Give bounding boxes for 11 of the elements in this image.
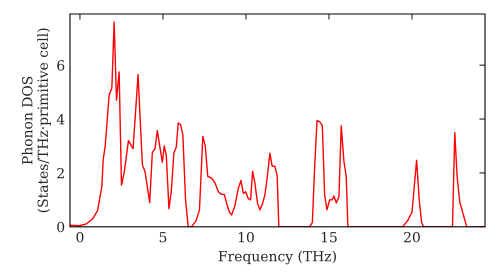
x-tick-label: 20 — [404, 232, 420, 242]
x-tick-label: 15 — [322, 232, 337, 242]
x-axis-title: Frequency (THz) — [218, 250, 336, 264]
y-tick-label: 4 — [56, 114, 64, 124]
x-tick-label: 5 — [160, 232, 166, 242]
y-tick-label: 2 — [57, 168, 64, 178]
y-tick-label: 0 — [57, 222, 64, 232]
x-tick-label: 0 — [76, 232, 84, 242]
y-axis-title: Phonon DOS (States/THz·primitive cell) — [22, 28, 51, 212]
y-tick-label: 6 — [57, 60, 64, 71]
x-tick-label: 10 — [238, 232, 254, 242]
